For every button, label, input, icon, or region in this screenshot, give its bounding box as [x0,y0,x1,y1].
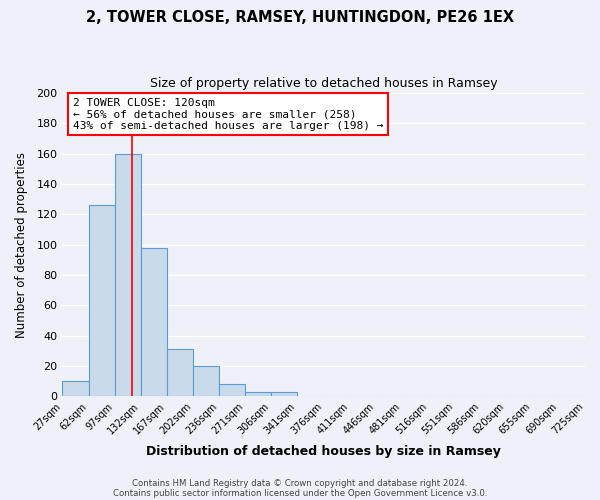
Bar [219,384,245,396]
Y-axis label: Number of detached properties: Number of detached properties [15,152,28,338]
Bar [193,366,219,396]
Bar [245,392,271,396]
Bar [62,381,89,396]
Bar [89,206,115,396]
Text: Contains public sector information licensed under the Open Government Licence v3: Contains public sector information licen… [113,488,487,498]
Bar [167,350,193,397]
Bar [115,154,141,396]
Text: Contains HM Land Registry data © Crown copyright and database right 2024.: Contains HM Land Registry data © Crown c… [132,478,468,488]
Bar [271,392,298,396]
X-axis label: Distribution of detached houses by size in Ramsey: Distribution of detached houses by size … [146,444,501,458]
Title: Size of property relative to detached houses in Ramsey: Size of property relative to detached ho… [150,78,497,90]
Text: 2, TOWER CLOSE, RAMSEY, HUNTINGDON, PE26 1EX: 2, TOWER CLOSE, RAMSEY, HUNTINGDON, PE26… [86,10,514,25]
Text: 2 TOWER CLOSE: 120sqm
← 56% of detached houses are smaller (258)
43% of semi-det: 2 TOWER CLOSE: 120sqm ← 56% of detached … [73,98,383,131]
Bar [141,248,167,396]
